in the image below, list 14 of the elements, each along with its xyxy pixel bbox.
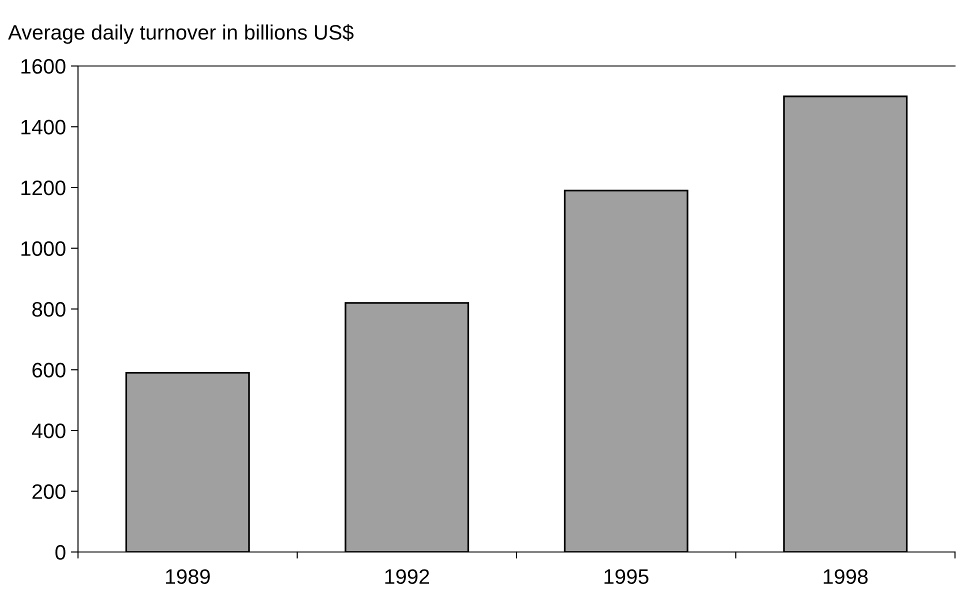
y-tick-label: 1000 [21, 241, 66, 256]
y-tick-label: 1400 [21, 120, 66, 135]
y-tick-label: 800 [32, 302, 66, 317]
x-tick-label: 1998 [824, 569, 868, 584]
y-tick-label: 0 [55, 545, 66, 560]
y-tick-label: 600 [32, 362, 66, 378]
x-tick-label: 1995 [604, 569, 648, 584]
x-tick-label: 1992 [385, 569, 430, 584]
y-tick-label: 1200 [21, 180, 66, 196]
y-tick-label: 200 [32, 484, 66, 500]
y-tick-label: 400 [32, 424, 66, 438]
chart-title: Average daily turnover in billions US$ [8, 24, 354, 44]
x-tick-label: 1989 [166, 569, 210, 584]
y-tick-label: 1600 [21, 59, 66, 74]
